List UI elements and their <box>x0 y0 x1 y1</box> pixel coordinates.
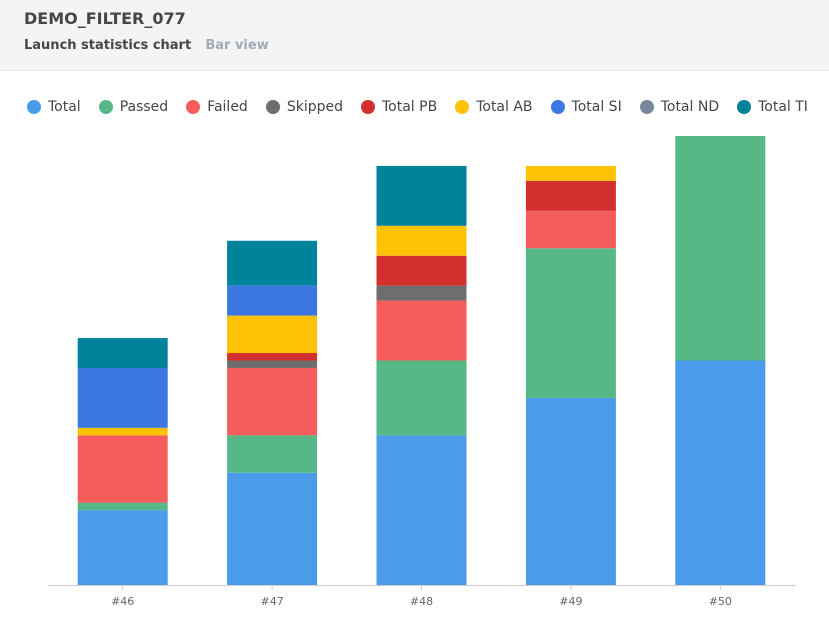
legend-item-total-ab[interactable]: Total AB <box>455 99 533 115</box>
legend-swatch <box>186 100 201 114</box>
bar-segment-47-total[interactable] <box>227 472 318 585</box>
chart-legend: Total Passed Failed Skipped Total PB Total AB… <box>27 99 826 115</box>
bar-segment-47-total-ti[interactable] <box>227 240 318 286</box>
legend-item-total-pb[interactable]: Total PB <box>361 99 437 115</box>
bar-segment-47-skipped[interactable] <box>227 360 318 368</box>
bar-segment-48-skipped[interactable] <box>376 285 467 301</box>
bar-segment-49-total-pb[interactable] <box>525 180 616 211</box>
view-mode-label: Bar view <box>205 38 269 53</box>
bar-segment-48-failed[interactable] <box>376 300 467 361</box>
legend-label: Total AB <box>476 99 533 115</box>
legend-swatch <box>265 100 280 114</box>
bar-segment-47-total-ab[interactable] <box>227 315 318 354</box>
bar-segment-46-total-ab[interactable] <box>77 427 168 436</box>
x-tick-label: #49 <box>559 595 582 608</box>
legend-item-skipped[interactable]: Skipped <box>265 99 343 115</box>
bar-segment-49-failed[interactable] <box>525 210 616 249</box>
bar-segment-46-total[interactable] <box>77 510 168 585</box>
bar-segment-47-passed[interactable] <box>227 435 318 473</box>
x-tick-label: #46 <box>111 595 134 608</box>
legend-label: Total ND <box>660 99 720 115</box>
bar-segment-47-total-si[interactable] <box>227 285 318 316</box>
legend-item-failed[interactable]: Failed <box>186 99 248 115</box>
bar-segment-50-total[interactable] <box>675 360 766 586</box>
legend-label: Skipped <box>286 99 343 115</box>
legend-label: Total <box>48 99 81 115</box>
x-tick-label: #47 <box>260 595 283 608</box>
legend-swatch <box>550 100 565 114</box>
legend-swatch <box>639 100 654 114</box>
bar-segment-48-total-pb[interactable] <box>376 255 467 286</box>
bar-segment-49-total-ab[interactable] <box>525 165 616 181</box>
legend-item-total-si[interactable]: Total SI <box>550 99 622 115</box>
legend-item-total-nd[interactable]: Total ND <box>639 99 720 115</box>
chart-header: DEMO_FILTER_077 Launch statistics chart … <box>0 0 829 71</box>
legend-item-passed[interactable]: Passed <box>98 99 169 115</box>
bar-segment-46-passed[interactable] <box>77 502 168 511</box>
bar-segment-47-failed[interactable] <box>227 367 318 436</box>
bar-segment-48-passed[interactable] <box>376 360 467 436</box>
legend-label: Total PB <box>382 99 438 115</box>
bar-segment-49-total[interactable] <box>525 397 616 585</box>
bar-segment-49-passed[interactable] <box>525 248 616 398</box>
bar-segment-46-total-ti[interactable] <box>77 338 168 368</box>
bar-segment-46-failed[interactable] <box>77 435 168 503</box>
legend-swatch <box>98 100 113 114</box>
widget-title: DEMO_FILTER_077 <box>24 9 186 28</box>
subtitle-row: Launch statistics chart Bar view <box>24 37 829 55</box>
legend-swatch <box>455 100 470 114</box>
bar-segment-46-total-si[interactable] <box>77 367 168 428</box>
legend-swatch <box>27 100 41 114</box>
x-tick-label: #48 <box>410 595 433 608</box>
bar-segment-48-total[interactable] <box>376 435 467 585</box>
x-tick-label: #50 <box>709 595 732 608</box>
bar-segment-48-total-ab[interactable] <box>376 225 467 256</box>
legend-label: Passed <box>119 99 169 115</box>
bar-segment-50-passed[interactable] <box>675 136 766 361</box>
legend-label: Total TI <box>758 99 808 115</box>
legend-swatch <box>737 100 752 114</box>
legend-item-total-ti[interactable]: Total TI <box>737 99 808 115</box>
bar-segment-47-total-pb[interactable] <box>227 353 318 361</box>
bar-segment-48-total-ti[interactable] <box>376 165 467 226</box>
widget-subtitle: Launch statistics chart <box>24 38 192 53</box>
legend-label: Failed <box>207 99 248 115</box>
legend-item-total[interactable]: Total <box>27 99 81 115</box>
legend-label: Total SI <box>571 99 622 115</box>
legend-swatch <box>361 100 375 114</box>
